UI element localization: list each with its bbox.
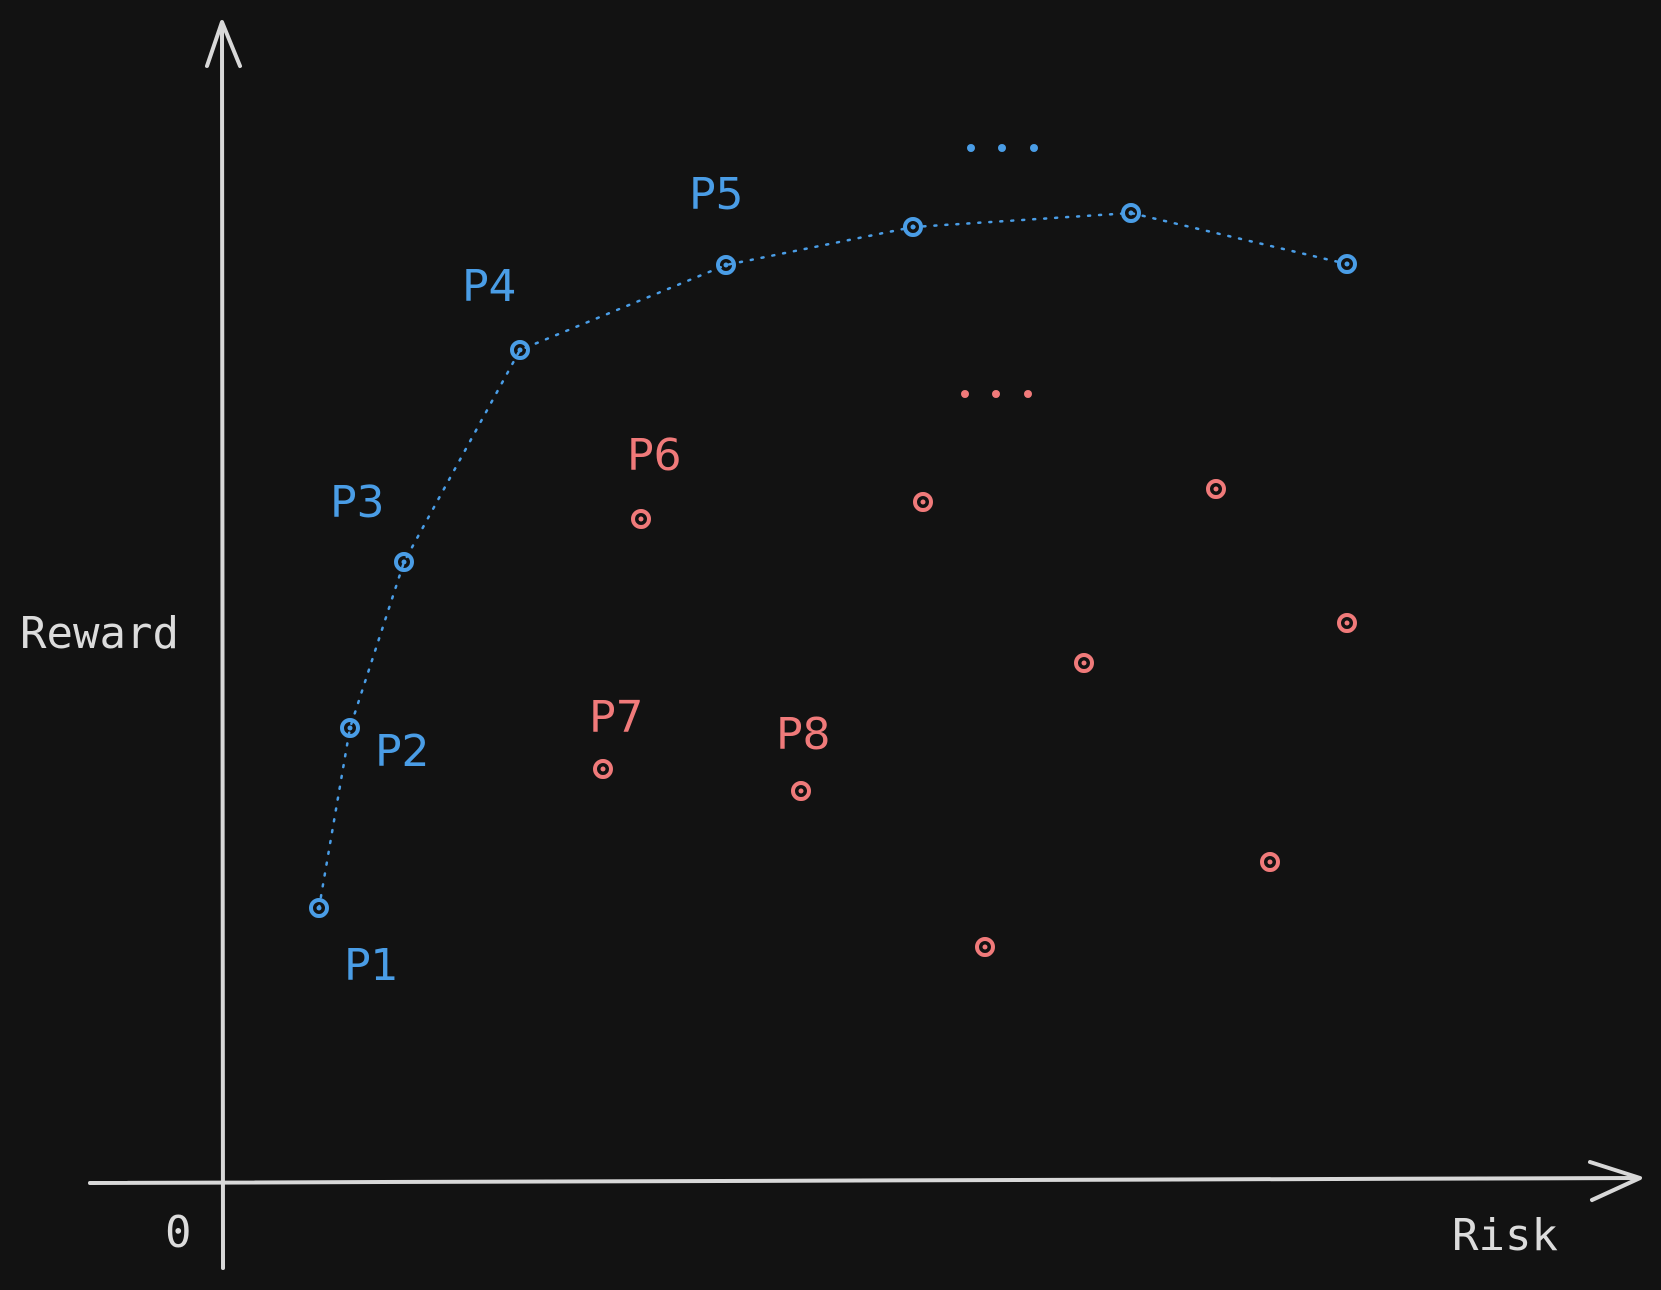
point-inefficient-7 [1074,653,1094,673]
label-p5: P5 [689,169,744,220]
point-p2 [340,718,360,738]
point-p1 [309,898,329,918]
point-p8 [791,781,811,801]
axes: Reward Risk 0 [20,20,1642,1270]
point-inefficient-9 [975,937,995,957]
point-p6 [631,509,651,529]
label-p7: P7 [589,692,644,743]
y-axis [220,22,225,1270]
efficient-points: P1 P2 P3 P4 P5 [309,144,1357,991]
origin-label: 0 [165,1207,192,1258]
label-p2: P2 [375,726,430,777]
inefficient-points: P6 P7 P8 [589,390,1357,957]
point-inefficient-5 [1206,479,1226,499]
label-p8: P8 [776,709,831,760]
point-p3 [394,552,414,572]
y-axis-arrowhead [205,20,242,68]
point-frontier-8 [1337,254,1357,274]
point-inefficient-4 [913,492,933,512]
point-p5 [716,255,736,275]
point-inefficient-8 [1260,852,1280,872]
point-p7 [593,759,613,779]
y-axis-label: Reward [20,608,179,659]
point-inefficient-6 [1337,613,1357,633]
point-p4 [510,340,530,360]
label-p4: P4 [462,261,517,312]
x-axis-arrowhead [1588,1160,1642,1202]
x-axis-label: Risk [1452,1210,1558,1261]
efficient-frontier-line [317,211,1349,910]
point-frontier-7 [1121,203,1141,223]
label-p1: P1 [344,940,399,991]
label-p6: P6 [627,430,682,481]
inefficient-ellipsis [961,390,1032,398]
x-axis [88,1176,1640,1185]
label-p3: P3 [330,477,385,528]
point-frontier-6 [903,217,923,237]
efficient-ellipsis [967,144,1038,152]
